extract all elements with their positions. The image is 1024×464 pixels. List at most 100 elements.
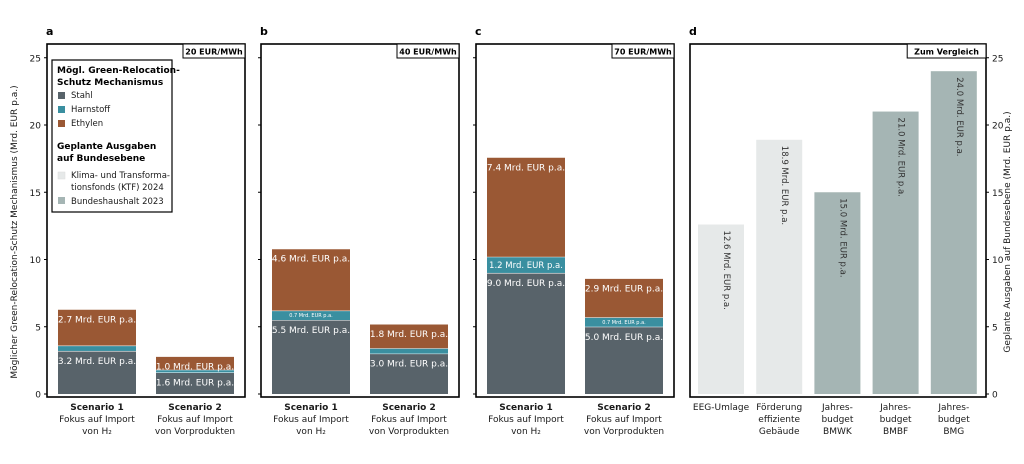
panel-d: d Zum Vergleich 0 5 10 15 20 25 12.6 Mrd. EUR p.…: [689, 25, 1004, 437]
category-label: Jahres-: [937, 403, 969, 413]
bar-segment-harnstoff: [58, 345, 136, 351]
legend-box: [51, 59, 173, 213]
comparison-bar: [698, 224, 744, 394]
bar-segment-ethylen: [58, 309, 136, 346]
price-label-box: [611, 43, 675, 59]
y-tick-label: 0: [35, 391, 41, 401]
left-axis-label: Möglicher Green-Relocation-Schutz Mechan…: [10, 85, 20, 378]
y-tick-label-right: 10: [992, 256, 1004, 266]
y-tick-label: 15: [30, 189, 41, 199]
category-label: Scenario 2: [168, 403, 222, 413]
price-label: Zum Vergleich: [914, 48, 979, 57]
category-label: von Vorprodukten: [155, 427, 235, 437]
right-axis-label: Geplante Ausgaben auf Bundesebene (Mrd. …: [1003, 111, 1013, 352]
bar-segment-ethylen: [370, 324, 448, 349]
price-label-box: [396, 43, 460, 59]
data-label: 1.0 Mrd. EUR p.a.: [156, 362, 234, 372]
category-label: Fokus auf Import: [157, 415, 233, 425]
data-label: 12.6 Mrd. EUR p.a.: [721, 231, 731, 310]
price-label: 20 EUR/MWh: [185, 48, 243, 57]
category-label: von H₂: [511, 427, 541, 437]
data-label: 4.6 Mrd. EUR p.a.: [272, 255, 350, 265]
category-label: Jahres-: [821, 403, 853, 413]
category-label: budget: [821, 415, 853, 425]
legend-heading: Mögl. Green-Relocation-: [57, 66, 180, 76]
bar-segment-stahl: [58, 350, 136, 394]
bar-segment-ethylen: [272, 248, 350, 311]
data-label: 0.7 Mrd. EUR p.a.: [602, 320, 646, 326]
data-label: 1.6 Mrd. EUR p.a.: [156, 378, 234, 388]
category-label: von H₂: [296, 427, 326, 437]
bar-segment-stahl: [585, 326, 663, 394]
bar-segment-harnstoff: [370, 348, 448, 354]
category-label: Fokus auf Import: [273, 415, 349, 425]
price-label-box: [906, 43, 987, 59]
category-label: budget: [938, 415, 970, 425]
panel-c: c 70 EUR/MWh 9.0 Mrd. EUR p.a. 1.2 Mrd. EUR…: [473, 25, 675, 437]
category-label: EEG-Umlage: [693, 403, 750, 413]
legend-item-label: tionsfonds (KTF) 2024: [71, 183, 164, 193]
category-label: budget: [880, 415, 912, 425]
bar-segment-harnstoff: [156, 369, 234, 373]
data-label: 24.0 Mrd. EUR p.a.: [954, 77, 964, 156]
data-label: 9.0 Mrd. EUR p.a.: [487, 279, 565, 289]
price-label: 40 EUR/MWh: [399, 48, 457, 57]
panel-frame: [689, 43, 987, 398]
bar-segment-harnstoff: [487, 256, 565, 273]
category-label: BMBF: [883, 427, 908, 437]
data-label: 2.7 Mrd. EUR p.a.: [58, 315, 136, 325]
y-tick-label-right: 15: [992, 189, 1003, 199]
comparison-bar: [872, 111, 919, 395]
data-label: 0.7 Mrd. EUR p.a.: [289, 313, 333, 319]
legend: Mögl. Green-Relocation- Schutz Mechanismu…: [51, 59, 180, 213]
legend-item-label: Stahl: [71, 91, 93, 101]
data-label: 15.0 Mrd. EUR p.a.: [837, 198, 847, 277]
panel-a: a 20 EUR/MWh 0 5 10 15 20 25 3.2 Mrd. EUR p.a. 2.…: [30, 25, 246, 437]
category-label: Jahres-: [879, 403, 911, 413]
category-label: Fokus auf Import: [59, 415, 135, 425]
data-label: 5.0 Mrd. EUR p.a.: [585, 333, 663, 343]
legend-item-label: Klima- und Transforma-: [71, 171, 170, 181]
category-label: Fokus auf Import: [371, 415, 447, 425]
panel-frame: [46, 43, 246, 398]
y-tick-label: 20: [30, 122, 42, 132]
category-label: von Vorprodukten: [369, 427, 449, 437]
data-label: 1.8 Mrd. EUR p.a.: [370, 330, 448, 340]
panel-b: b 40 EUR/MWh 5.5 Mrd. EUR p.a. 0.7 Mrd. EUR…: [258, 25, 460, 437]
bar-segment-stahl: [487, 272, 565, 394]
category-label: Scenario 1: [70, 403, 124, 413]
y-tick-label-right: 20: [992, 122, 1004, 132]
data-label: 21.0 Mrd. EUR p.a.: [896, 118, 906, 197]
category-label: Fokus auf Import: [586, 415, 662, 425]
legend-swatch: [58, 106, 65, 113]
legend-swatch: [58, 197, 65, 204]
data-label: 3.2 Mrd. EUR p.a.: [58, 357, 136, 367]
panel-frame: [475, 43, 675, 398]
legend-heading: auf Bundesebene: [57, 154, 145, 164]
legend-swatch: [58, 92, 65, 99]
category-label: BMG: [943, 427, 964, 437]
y-tick-label-right: 5: [992, 323, 998, 333]
category-label: Scenario 2: [597, 403, 651, 413]
data-label: 2.9 Mrd. EUR p.a.: [585, 284, 663, 294]
panel-letter-d: d: [689, 25, 697, 38]
legend-swatch: [58, 120, 65, 127]
comparison-bar: [814, 192, 861, 394]
category-label: Scenario 1: [499, 403, 553, 413]
bar-segment-ethylen: [156, 356, 234, 370]
category-label: von H₂: [82, 427, 112, 437]
category-label: von Vorprodukten: [584, 427, 664, 437]
category-label: BMWK: [823, 427, 853, 437]
y-tick-label: 5: [35, 323, 41, 333]
comparison-bar: [930, 71, 977, 394]
bar-segment-ethylen: [487, 157, 565, 257]
data-label: 18.9 Mrd. EUR p.a.: [779, 146, 789, 225]
price-label-box: [182, 43, 246, 59]
category-label: Scenario 1: [284, 403, 338, 413]
bar-segment-stahl: [272, 320, 350, 394]
legend-heading: Schutz Mechanismus: [57, 78, 163, 88]
y-tick-label-right: 0: [992, 391, 998, 401]
panel-frame: [260, 43, 460, 398]
category-label: Gebäude: [759, 427, 800, 437]
